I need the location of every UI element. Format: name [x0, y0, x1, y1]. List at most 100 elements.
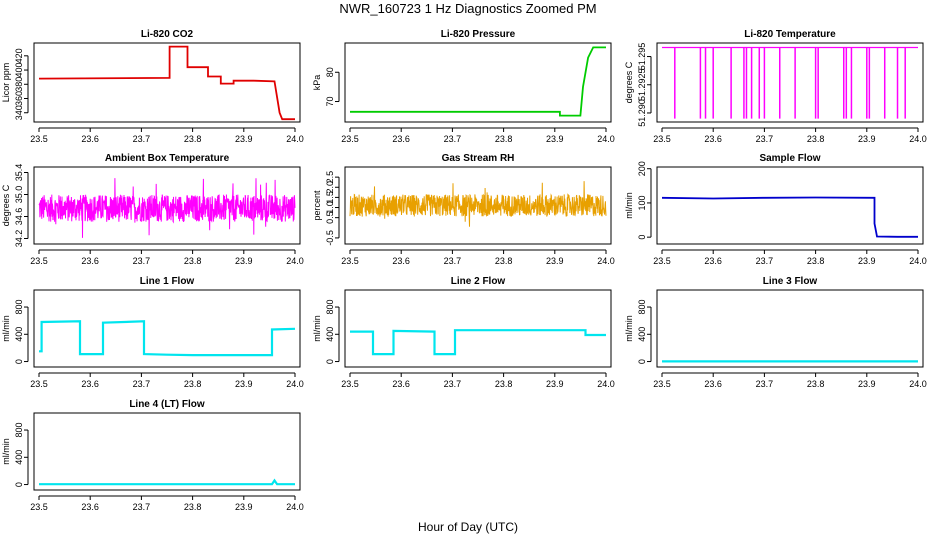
x-tick-label: 24.0 [286, 502, 304, 512]
y-tick-label: 0.5 [325, 211, 335, 224]
x-tick-label: 23.5 [30, 379, 48, 389]
y-tick-label: 51.290 [637, 99, 647, 127]
x-tick-label: 23.7 [756, 134, 774, 144]
panel-title: Gas Stream RH [442, 153, 515, 164]
plot-frame [33, 289, 301, 368]
x-tick-label: 24.0 [597, 134, 615, 144]
series-line [38, 178, 296, 238]
x-tick-label: 23.7 [444, 379, 462, 389]
panel-8: Line 2 Flow 23.5 23.6 23.7 23.8 23.9 24.0 0 400 8… [312, 276, 615, 389]
y-tick-label: 35.0 [14, 186, 24, 204]
y-tick-label: 400 [14, 450, 24, 465]
x-tick-label: 23.6 [81, 379, 99, 389]
panel-title: Li-820 CO2 [141, 29, 194, 40]
panel-title: Line 3 Flow [763, 276, 818, 287]
x-tick-label: 23.7 [133, 256, 151, 266]
x-tick-label: 23.8 [184, 256, 202, 266]
y-tick-label: 1.0 [325, 201, 335, 214]
plot-frame [33, 42, 301, 123]
y-tick-label: 100 [637, 195, 647, 210]
series-line [661, 196, 918, 238]
y-tick-label: 70 [325, 97, 335, 107]
y-axis-label: degrees C [624, 61, 634, 103]
series-line [39, 320, 296, 357]
x-tick-label: 24.0 [286, 134, 304, 144]
plot-frame [656, 42, 924, 123]
x-tick-label: 23.5 [653, 134, 671, 144]
series-line [39, 478, 295, 486]
x-tick-label: 23.5 [341, 379, 359, 389]
x-tick-label: 23.5 [653, 379, 671, 389]
panel-4: Ambient Box Temperature 23.5 23.6 23.7 23.8 2… [1, 153, 304, 266]
x-tick-label: 23.8 [495, 256, 513, 266]
panel-title: Li-820 Temperature [744, 29, 836, 40]
x-tick-label: 24.0 [286, 379, 304, 389]
plot-frame [344, 42, 612, 123]
panel-title: Sample Flow [759, 153, 820, 164]
plot-frame [344, 166, 612, 245]
x-tick-label: 24.0 [909, 134, 927, 144]
y-axis-label: Licor ppm [1, 63, 11, 103]
y-axis-label: percent [312, 190, 322, 221]
y-tick-label: -0.5 [325, 230, 335, 246]
x-tick-label: 23.8 [184, 379, 202, 389]
x-tick-label: 23.8 [184, 502, 202, 512]
x-tick-label: 23.9 [858, 379, 876, 389]
x-tick-label: 23.5 [341, 134, 359, 144]
x-tick-label: 23.9 [546, 256, 564, 266]
plot-frame [33, 166, 301, 245]
y-tick-label: 0 [14, 359, 24, 364]
plot-frame [344, 289, 612, 368]
x-tick-label: 23.9 [235, 502, 253, 512]
chart-panels: Li-820 CO2 23.5 23.6 23.7 23.8 23.9 24.0 340360… [1, 29, 927, 512]
y-tick-label: 1.5 [325, 191, 335, 204]
x-tick-label: 23.6 [81, 256, 99, 266]
panel-title: Line 2 Flow [451, 276, 506, 287]
y-tick-label: 800 [325, 300, 335, 315]
x-tick-label: 23.6 [81, 502, 99, 512]
x-tick-label: 24.0 [286, 256, 304, 266]
x-tick-label: 23.6 [392, 379, 410, 389]
x-tick-label: 23.6 [704, 379, 722, 389]
y-tick-label: 800 [14, 423, 24, 438]
x-tick-label: 23.7 [133, 379, 151, 389]
plot-frame [33, 412, 301, 491]
x-tick-label: 23.6 [81, 134, 99, 144]
x-axis-label: Hour of Day (UTC) [418, 520, 518, 534]
x-tick-label: 23.7 [444, 134, 462, 144]
y-tick-label: 80 [325, 67, 335, 77]
x-tick-label: 23.6 [704, 134, 722, 144]
x-tick-label: 23.5 [341, 256, 359, 266]
x-tick-label: 23.5 [30, 502, 48, 512]
x-tick-label: 23.9 [546, 379, 564, 389]
x-tick-label: 23.5 [30, 134, 48, 144]
x-tick-label: 23.9 [235, 379, 253, 389]
x-tick-label: 23.8 [807, 256, 825, 266]
x-tick-label: 24.0 [597, 256, 615, 266]
y-axis-label: kPa [312, 75, 322, 91]
y-tick-label: 0 [637, 235, 647, 240]
series-line [349, 181, 607, 227]
panel-title: Line 1 Flow [140, 276, 195, 287]
x-tick-label: 23.7 [444, 256, 462, 266]
panel-7: Line 1 Flow 23.5 23.6 23.7 23.8 23.9 24.0 0 400 8… [1, 276, 304, 389]
panel-title: Line 4 (LT) Flow [129, 399, 205, 410]
plot-frame [656, 166, 924, 245]
y-axis-label: degrees C [1, 184, 11, 226]
x-tick-label: 23.6 [392, 134, 410, 144]
y-axis-label: ml/min [1, 315, 11, 342]
panel-6: Sample Flow 23.5 23.6 23.7 23.8 23.9 24.0 0 100 2… [624, 153, 927, 266]
series-line [350, 329, 606, 356]
y-tick-label: 800 [637, 300, 647, 315]
y-tick-label: 200 [637, 161, 647, 176]
x-tick-label: 23.8 [495, 134, 513, 144]
y-axis-label: ml/min [312, 315, 322, 342]
y-tick-label: 35.4 [14, 164, 24, 182]
x-tick-label: 23.8 [807, 379, 825, 389]
y-tick-label: 0 [14, 482, 24, 487]
figure-title: NWR_160723 1 Hz Diagnostics Zoomed PM [339, 1, 596, 16]
plot-frame [656, 289, 924, 368]
y-tick-label: 380 [14, 77, 24, 92]
x-tick-label: 23.7 [133, 502, 151, 512]
panel-5: Gas Stream RH 23.5 23.6 23.7 23.8 23.9 24.0 -0.… [312, 153, 615, 266]
